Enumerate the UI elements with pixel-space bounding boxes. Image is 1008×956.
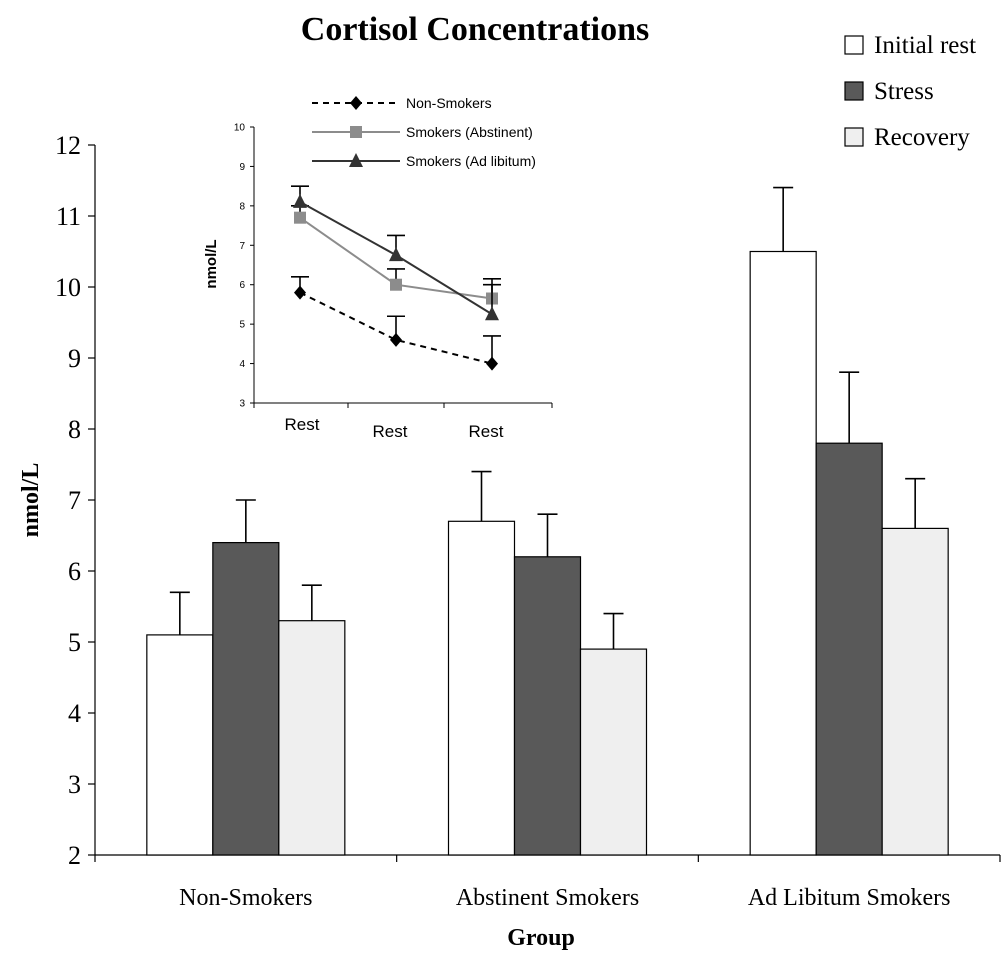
bar bbox=[881, 527, 949, 856]
inset-x-tick-label: Rest bbox=[469, 422, 504, 441]
main-x-tick-label: Non-Smokers bbox=[179, 885, 312, 911]
bar bbox=[815, 442, 883, 856]
main-axes: 2 3 4 5 6 7 8 9 10 11 12 Non-Smokers Abstinent Smoke… bbox=[55, 131, 1001, 911]
bar bbox=[278, 620, 346, 856]
main-y-tick-label: 3 bbox=[68, 770, 81, 799]
main-y-axis-label: nmol/L bbox=[18, 463, 44, 538]
square-marker bbox=[294, 211, 306, 224]
diamond-marker bbox=[486, 356, 498, 371]
main-y-tick-label: 10 bbox=[55, 273, 81, 302]
main-x-axis-label: Group bbox=[507, 925, 575, 951]
triangle-marker bbox=[485, 306, 499, 321]
main-y-tick-label: 7 bbox=[68, 486, 81, 515]
main-y-tick-label: 5 bbox=[68, 628, 81, 657]
inset-series-line bbox=[299, 291, 493, 365]
main-y-tick-label: 6 bbox=[68, 557, 81, 586]
legend-label: Recovery bbox=[874, 124, 970, 151]
bar bbox=[447, 520, 516, 856]
inset-x-tick-label: Rest bbox=[285, 415, 320, 434]
bar bbox=[212, 541, 280, 856]
main-y-tick-label: 2 bbox=[68, 841, 81, 870]
inset-y-tick-label: 8 bbox=[239, 201, 245, 212]
inset-y-tick-label: 5 bbox=[239, 320, 245, 331]
main-x-tick-label: Abstinent Smokers bbox=[456, 885, 639, 911]
diamond-marker bbox=[390, 332, 402, 347]
inset-x-tick-label: Rest bbox=[373, 422, 408, 441]
diamond-marker bbox=[294, 285, 306, 300]
triangle-marker bbox=[389, 247, 403, 262]
bar bbox=[146, 634, 214, 856]
bar bbox=[579, 648, 648, 856]
inset-lines bbox=[291, 185, 501, 371]
inset-y-tick-label: 4 bbox=[239, 359, 245, 370]
legend-swatch bbox=[844, 127, 864, 147]
inset-y-tick-label: 3 bbox=[239, 399, 245, 410]
inset-chart: nmol/L 3 4 5 6 7 8 9 10 Rest Rest Rest Non-Smokers… bbox=[203, 95, 553, 441]
square-marker bbox=[390, 278, 402, 291]
legend-swatch bbox=[844, 35, 864, 55]
legend-swatch bbox=[844, 81, 864, 101]
inset-y-tick-label: 7 bbox=[239, 241, 245, 252]
main-y-tick-label: 4 bbox=[68, 699, 81, 728]
inset-y-tick-label: 9 bbox=[239, 162, 245, 173]
main-bars bbox=[146, 186, 949, 856]
triangle-marker bbox=[293, 193, 307, 208]
square-marker bbox=[350, 126, 362, 138]
legend-label: Stress bbox=[874, 78, 934, 105]
inset-y-tick-label: 10 bbox=[234, 123, 246, 134]
diamond-marker bbox=[350, 96, 362, 110]
main-x-tick-label: Ad Libitum Smokers bbox=[748, 885, 951, 911]
inset-axes: 3 4 5 6 7 8 9 10 Rest Rest Rest bbox=[234, 123, 553, 441]
triangle-marker bbox=[349, 153, 363, 167]
main-y-tick-label: 8 bbox=[68, 415, 81, 444]
main-y-tick-label: 9 bbox=[68, 344, 81, 373]
bar bbox=[749, 250, 817, 856]
main-y-tick-label: 11 bbox=[56, 202, 81, 231]
main-y-tick-label: 12 bbox=[55, 131, 81, 160]
inset-legend-label: Smokers (Abstinent) bbox=[406, 124, 533, 140]
inset-legend: Non-Smokers Smokers (Abstinent) Smokers (A… bbox=[312, 95, 536, 169]
main-legend: Initial rest Stress Recovery bbox=[844, 32, 976, 151]
inset-y-tick-label: 6 bbox=[239, 280, 245, 291]
bar bbox=[513, 556, 582, 856]
legend-label: Initial rest bbox=[874, 32, 976, 59]
chart-title: Cortisol Concentrations bbox=[301, 11, 649, 48]
inset-y-axis-label: nmol/L bbox=[203, 239, 220, 288]
inset-legend-label: Smokers (Ad libitum) bbox=[406, 153, 536, 169]
inset-legend-label: Non-Smokers bbox=[406, 95, 492, 111]
